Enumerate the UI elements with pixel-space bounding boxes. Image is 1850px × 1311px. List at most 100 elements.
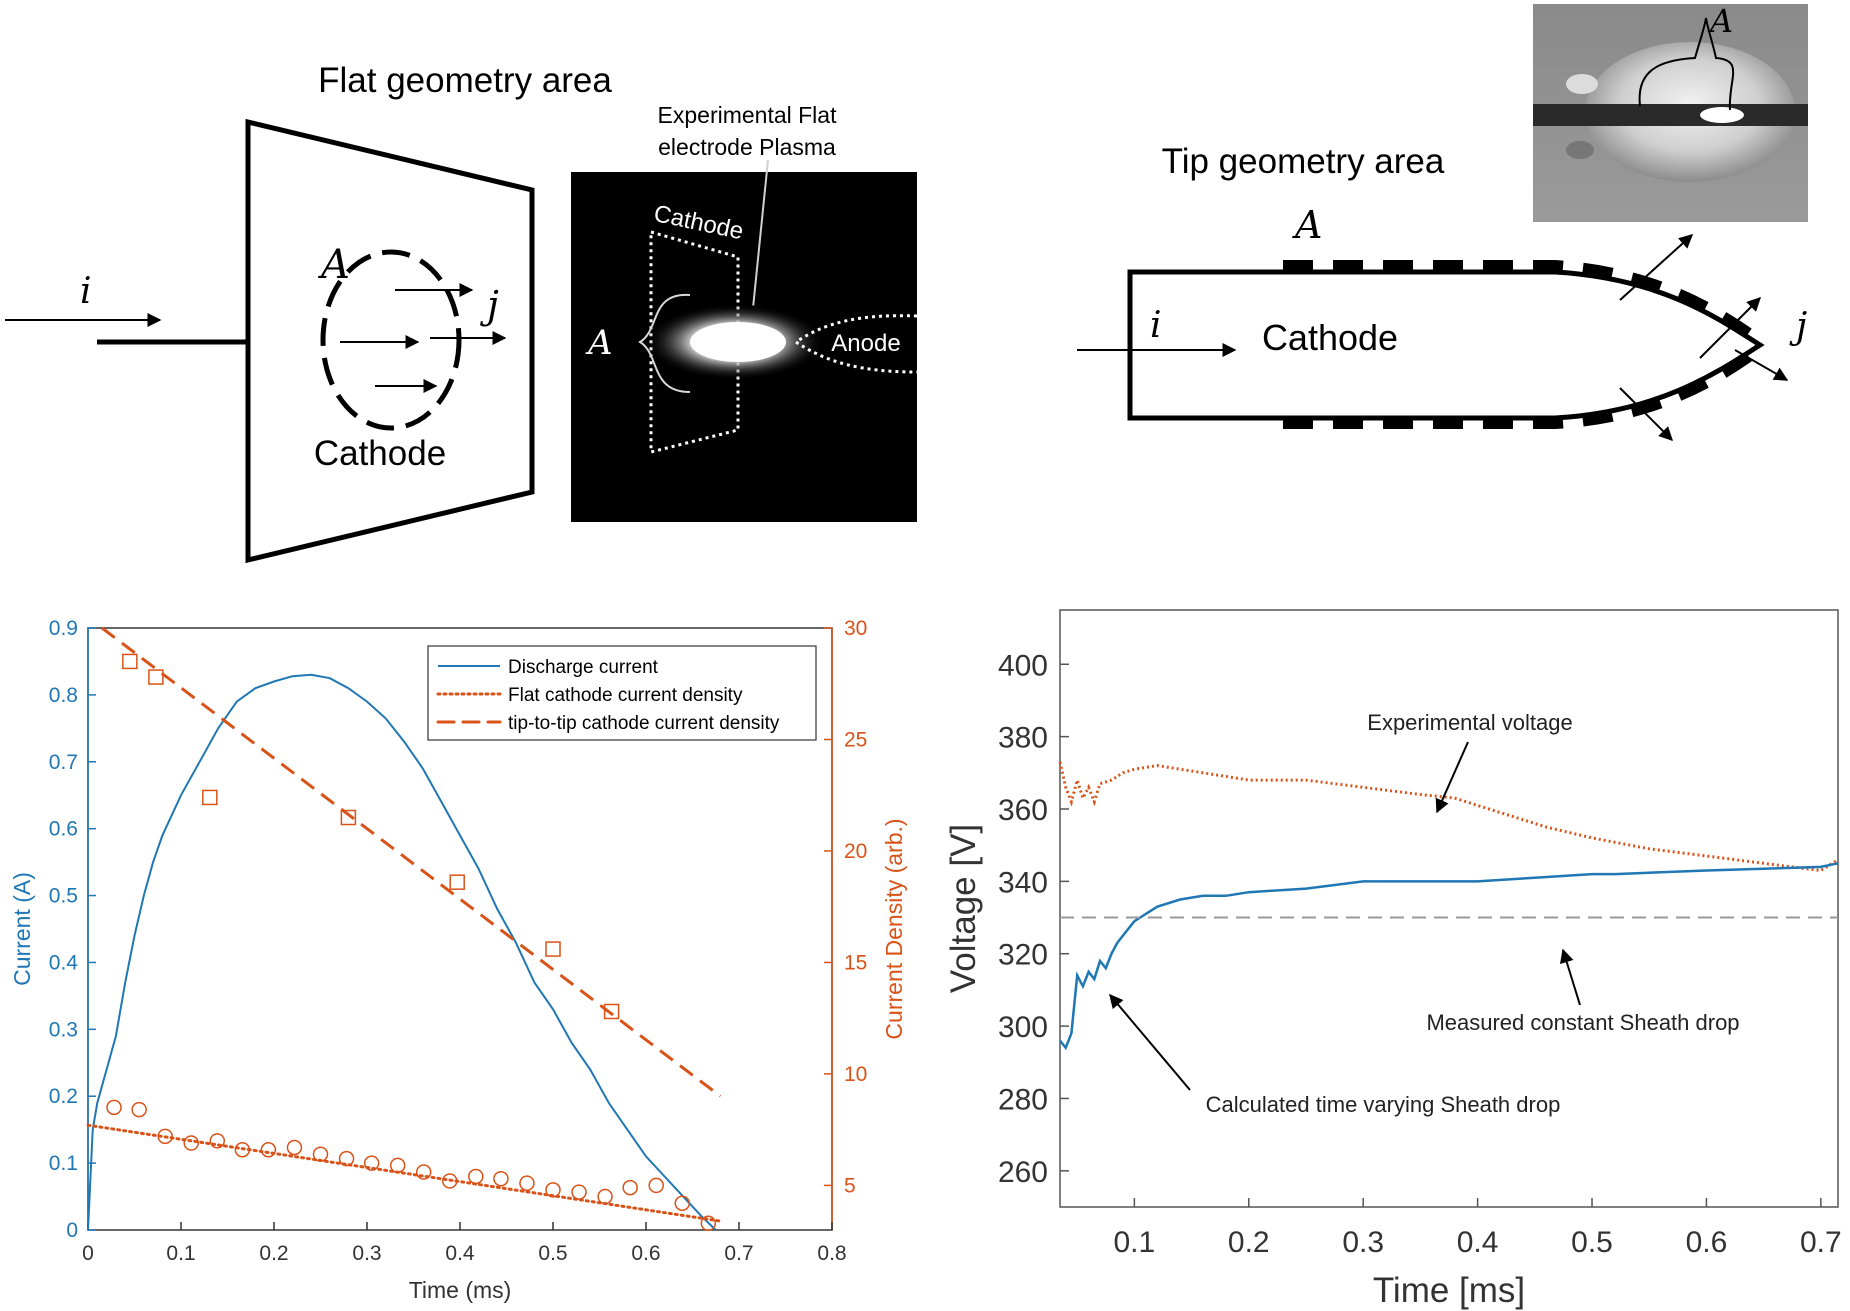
tip-photo-inset: A <box>1533 2 1808 222</box>
annotation-experimental-voltage: Experimental voltage <box>1367 710 1572 735</box>
chart2-x-axis-label: Time [ms] <box>1373 1271 1525 1310</box>
chart1-x-tick-label: 0.6 <box>631 1242 660 1265</box>
chart2-y-tick-label: 340 <box>998 866 1048 899</box>
chart1-x-axis-label: Time (ms) <box>409 1277 512 1303</box>
tip-cathode-body <box>1127 269 1765 421</box>
flat-density-marker <box>389 1157 406 1174</box>
chart1-y-left-tick-label: 0.1 <box>49 1152 78 1175</box>
flat-density-marker <box>260 1141 277 1158</box>
photo-area-bracket <box>638 293 691 393</box>
flat-density-marker <box>648 1177 664 1194</box>
tip-density-arrow-1 <box>1619 234 1694 301</box>
flat-density-marker <box>106 1099 122 1116</box>
chart1-x-tick-label: 0.1 <box>166 1242 195 1265</box>
tip-photo-spot <box>1566 74 1598 94</box>
chart2-y-tick-label: 300 <box>998 1011 1048 1044</box>
tip-density-marker <box>603 1003 620 1020</box>
flat-density-marker <box>415 1164 432 1180</box>
flat-density-fit-line <box>86 1123 722 1223</box>
tip-photo-bracket <box>1638 17 1735 111</box>
tip-photo-spot-2 <box>1566 141 1594 159</box>
tip-density-marker <box>545 941 561 957</box>
tip-density-marker <box>202 789 218 806</box>
tip-area-dash-top <box>1283 260 1765 347</box>
tip-geometry-title: Tip geometry area <box>1162 142 1445 181</box>
flat-geometry-title: Flat geometry area <box>318 61 612 100</box>
flat-density-marker <box>312 1146 329 1162</box>
chart1-y-left-tick-label: 0.9 <box>49 617 78 640</box>
chart2-y-tick-label: 360 <box>998 794 1048 827</box>
voltage-chart: 0.1 0.2 0.3 0.4 0.5 0.6 0.7 260 280 300 320 340 360 3… <box>944 609 1842 1310</box>
photo-caption-line2: electrode Plasma <box>658 134 836 160</box>
tip-density-fit-line <box>101 626 722 1098</box>
cathode-trapezoid <box>245 118 535 564</box>
chart1-x-tick-label: 0.7 <box>724 1242 753 1265</box>
flat-density-marker <box>286 1139 303 1156</box>
flat-density-marker <box>545 1182 561 1198</box>
experimental-voltage-line <box>1058 761 1839 873</box>
flat-density-marker <box>234 1141 251 1158</box>
chart1-y-right-axis-label: Current Density (arb.) <box>881 818 907 1039</box>
photo-caption-pointer <box>746 159 769 320</box>
plasma-core <box>690 322 786 362</box>
annotation-arrow-experimental <box>1435 741 1469 814</box>
chart1-y-right-tick-label: 20 <box>844 840 867 863</box>
chart1-x-tick-label: 0.5 <box>538 1242 567 1265</box>
emission-area-circle <box>320 249 462 431</box>
chart2-x-tick-label: 0.5 <box>1571 1226 1613 1259</box>
tip-cathode-label: Cathode <box>1262 317 1398 358</box>
flat-density-marker <box>468 1168 484 1185</box>
chart1-y-left-tick-label: 0.3 <box>49 1018 78 1041</box>
chart1-y-right-tick-label: 25 <box>844 728 867 751</box>
chart2-x-tick-label: 0.7 <box>1800 1226 1842 1259</box>
chart1-y-left-axis-label: Current (A) <box>9 872 35 986</box>
flat-density-marker <box>700 1215 717 1232</box>
annotation-arrow-calculated <box>1109 993 1191 1091</box>
flat-density-marker <box>131 1101 147 1118</box>
flat-geometry-diagram: Flat geometry area i A j Cathode <box>5 61 612 564</box>
flat-density-marker <box>674 1195 691 1211</box>
chart1-legend-label: Discharge current <box>508 657 659 678</box>
flat-density-marker <box>442 1173 458 1189</box>
discharge-current-line <box>87 673 717 1231</box>
flat-density-marker <box>493 1170 509 1187</box>
tip-area-dash-bottom <box>1283 343 1765 429</box>
chart1-y-left-tick-label: 0 <box>66 1219 78 1242</box>
chart1-x-tick-label: 0.8 <box>817 1242 846 1265</box>
chart1-y-right-tick-label: 15 <box>844 951 867 974</box>
chart2-y-tick-label: 320 <box>998 939 1048 972</box>
flat-density-marker <box>597 1188 613 1205</box>
chart2-x-tick-label: 0.1 <box>1114 1226 1156 1259</box>
tip-density-marker <box>148 669 164 685</box>
current-label-i: i <box>80 271 92 312</box>
cathode-label: Cathode <box>314 434 446 473</box>
chart2-y-tick-label: 380 <box>998 722 1048 755</box>
tip-density-arrow-3 <box>1734 349 1789 381</box>
current-density-chart: 0 0.1 0.2 0.3 0.4 0.5 0.6 0.7 0.8 0 0.1 0.2 0.3 0.4 0.… <box>9 617 907 1303</box>
flat-density-marker <box>338 1150 355 1167</box>
area-label-a: A <box>317 242 350 288</box>
flat-density-marker <box>519 1175 535 1191</box>
photo-caption-line1: Experimental Flat <box>658 102 838 128</box>
chart1-y-left-tick-label: 0.2 <box>49 1085 78 1108</box>
tip-photo-hotspot <box>1700 107 1744 123</box>
chart1-y-right-tick-label: 30 <box>844 617 867 640</box>
tip-photo-area-label: A <box>1707 2 1733 40</box>
plasma-photo-panel: Experimental Flat electrode Plasma Catho… <box>571 102 918 522</box>
tip-density-marker <box>449 874 465 890</box>
flat-density-marker <box>363 1155 380 1171</box>
photo-area-label: A <box>585 323 613 363</box>
chart1-x-tick-label: 0.2 <box>259 1242 288 1265</box>
chart1-x-tick-label: 0.3 <box>352 1242 381 1265</box>
tip-photo-electrode <box>1533 104 1808 126</box>
chart1-y-left-tick-label: 0.8 <box>49 684 78 707</box>
chart1-y-left-tick-label: 0.6 <box>49 818 78 841</box>
flat-density-marker <box>209 1133 226 1149</box>
chart2-x-tick-label: 0.3 <box>1342 1226 1384 1259</box>
chart1-x-tick-label: 0.4 <box>445 1242 475 1265</box>
annotation-measured-sheath: Measured constant Sheath drop <box>1426 1010 1739 1035</box>
flat-density-marker <box>157 1128 173 1145</box>
flat-density-marker <box>183 1135 199 1151</box>
tip-geometry-diagram: Tip geometry area A i Cathode j <box>1077 142 1807 441</box>
tip-area-label: A <box>1292 203 1322 247</box>
